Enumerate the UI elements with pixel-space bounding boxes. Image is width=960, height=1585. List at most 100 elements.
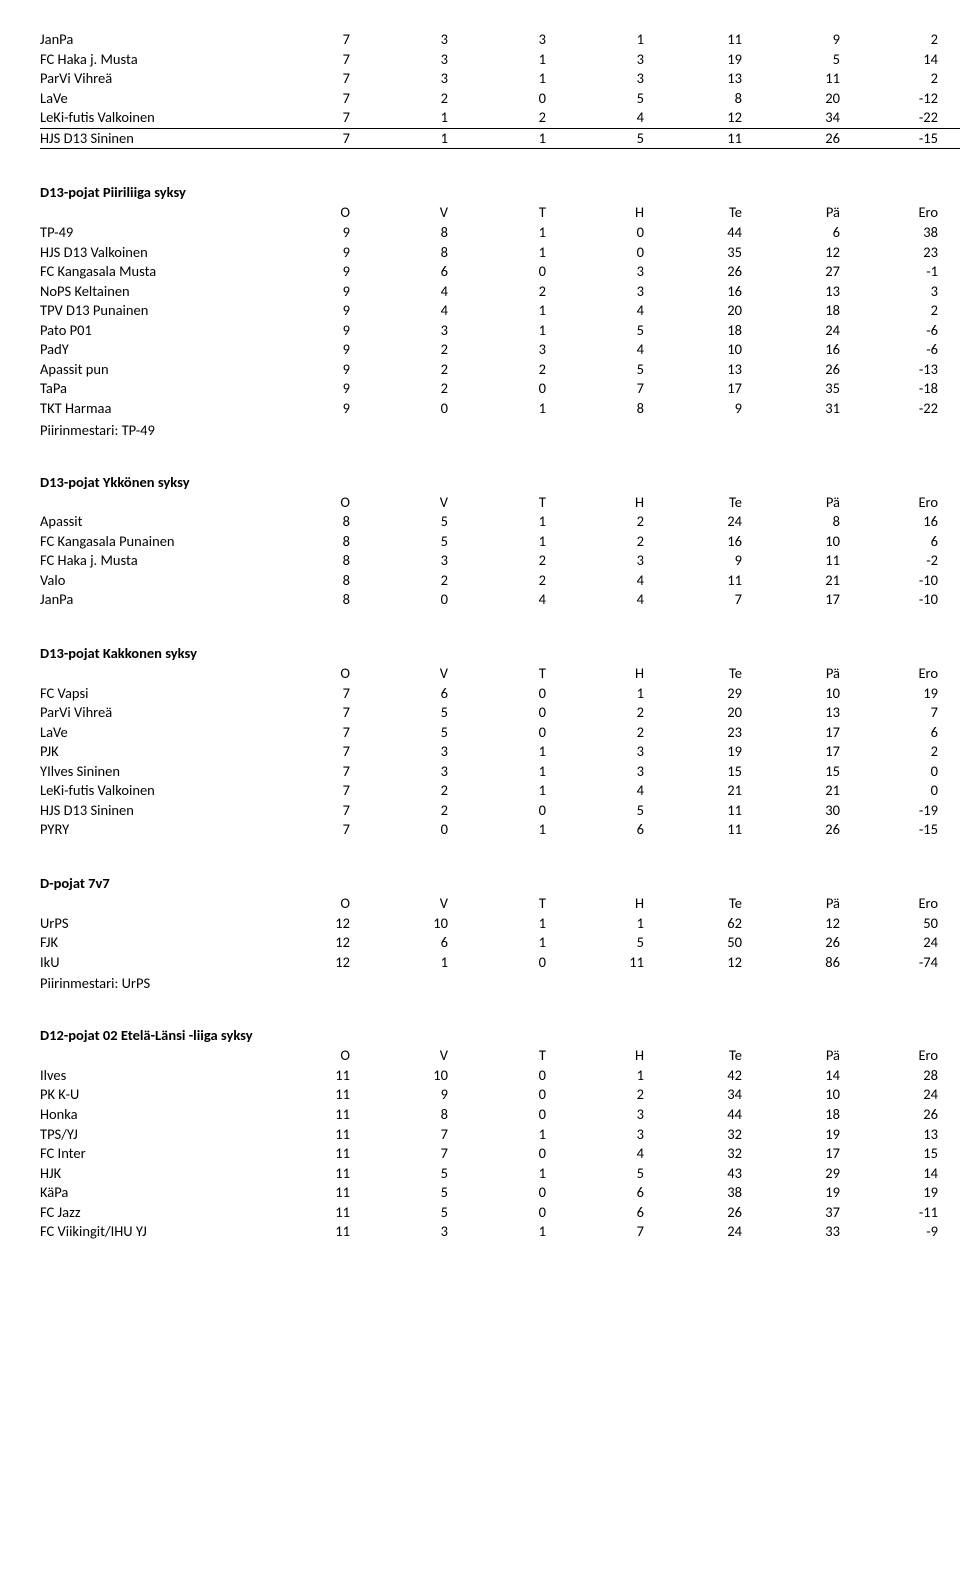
value-cell: 0 (466, 1066, 564, 1086)
value-cell: 3 (564, 262, 662, 282)
value-cell: 9 (270, 360, 368, 380)
header-cell: H (564, 894, 662, 914)
table-row: Valo82241121-108 (40, 571, 960, 591)
section-title: D12-pojat 02 Etelä-Länsi -liiga syksy (40, 1026, 920, 1044)
value-cell: -6 (858, 340, 956, 360)
header-cell: O (270, 493, 368, 513)
value-cell: 6 (564, 1203, 662, 1223)
value-cell: 7 (270, 801, 368, 821)
value-cell: 5 (368, 1164, 466, 1184)
value-cell: 7 (270, 89, 368, 109)
value-cell: 10 (956, 321, 960, 341)
value-cell: 38 (858, 223, 956, 243)
value-cell: 12 (270, 914, 368, 934)
value-cell: 9 (270, 301, 368, 321)
value-cell: 8 (956, 571, 960, 591)
value-cell: 5 (760, 50, 858, 70)
value-cell: 15 (858, 1144, 956, 1164)
header-cell: Te (662, 894, 760, 914)
value-cell: 1 (564, 684, 662, 704)
value-cell: 6 (368, 262, 466, 282)
section-title: D-pojat 7v7 (40, 874, 920, 892)
value-cell: 3 (564, 742, 662, 762)
table-row: LeKi-futis Valkoinen71241234-225 (40, 108, 960, 128)
value-cell: 10 (662, 340, 760, 360)
team-cell: PK K-U (40, 1085, 270, 1105)
table-row: FC Kangasala Musta96032627-118 (40, 262, 960, 282)
value-cell: 18 (662, 321, 760, 341)
value-cell: 27 (956, 1085, 960, 1105)
value-cell: 10 (760, 532, 858, 552)
value-cell: 7 (270, 781, 368, 801)
value-cell: 6 (760, 223, 858, 243)
team-cell: Pato P01 (40, 321, 270, 341)
value-cell: 4 (466, 590, 564, 610)
value-cell: 2 (858, 301, 956, 321)
value-cell: 2 (466, 551, 564, 571)
header-blank (40, 493, 270, 513)
value-cell: 1 (466, 781, 564, 801)
value-cell: 21 (760, 571, 858, 591)
value-cell: 2 (564, 723, 662, 743)
value-cell: 24 (662, 1222, 760, 1242)
value-cell: -10 (858, 590, 956, 610)
value-cell: 32 (662, 1144, 760, 1164)
team-cell: ParVi Vihreä (40, 703, 270, 723)
value-cell: 11 (662, 820, 760, 840)
header-cell: T (466, 493, 564, 513)
value-cell: 14 (858, 50, 956, 70)
value-cell: -13 (858, 360, 956, 380)
table-row: HJK1151543291416 (40, 1164, 960, 1184)
value-cell: 4 (564, 571, 662, 591)
section-title: D13-pojat Kakkonen syksy (40, 644, 920, 662)
value-cell: 7 (270, 69, 368, 89)
value-cell: 7 (564, 379, 662, 399)
value-cell: 0 (466, 1183, 564, 1203)
value-cell: 24 (858, 1085, 956, 1105)
standings-table: OVTHTePäEroPUrPS12101162125031FJK1261550… (40, 894, 960, 972)
header-cell: Pä (760, 1046, 858, 1066)
team-cell: LeKi-futis Valkoinen (40, 108, 270, 128)
team-cell: Apassit pun (40, 360, 270, 380)
value-cell: 7 (956, 781, 960, 801)
value-cell: 3 (564, 50, 662, 70)
header-cell: Te (662, 203, 760, 223)
value-cell: 19 (662, 742, 760, 762)
value-cell: 3 (564, 282, 662, 302)
value-cell: 6 (564, 1183, 662, 1203)
value-cell: 5 (564, 801, 662, 821)
header-cell: Te (662, 664, 760, 684)
value-cell: 0 (466, 1085, 564, 1105)
value-cell: 24 (858, 933, 956, 953)
value-cell: 0 (466, 262, 564, 282)
value-cell: -11 (858, 1203, 956, 1223)
table-header-row: OVTHTePäEroP (40, 493, 960, 513)
value-cell: 9 (270, 321, 368, 341)
value-cell: 3 (564, 1125, 662, 1145)
value-cell: 5 (368, 1203, 466, 1223)
value-cell: 4 (564, 301, 662, 321)
value-cell: 10 (368, 914, 466, 934)
value-cell: 7 (270, 30, 368, 50)
value-cell: 1 (466, 512, 564, 532)
value-cell: 9 (270, 340, 368, 360)
value-cell: 31 (760, 399, 858, 419)
header-cell: H (564, 493, 662, 513)
table-row: KäPa1150638191915 (40, 1183, 960, 1203)
header-cell: Ero (858, 203, 956, 223)
value-cell: 4 (564, 1144, 662, 1164)
value-cell: 7 (662, 590, 760, 610)
value-cell: 10 (368, 1066, 466, 1086)
standings-table: JanPa7331119212FC Haka j. Musta731319514… (40, 30, 960, 149)
value-cell: 8 (270, 571, 368, 591)
table-row: JanPa8044717-104 (40, 590, 960, 610)
value-cell: 10 (956, 1222, 960, 1242)
value-cell: 8 (270, 590, 368, 610)
value-cell: 35 (760, 379, 858, 399)
standings-section: D13-pojat Kakkonen syksyOVTHTePäEroPFC V… (40, 644, 920, 840)
value-cell: 5 (956, 108, 960, 128)
table-row: FC Jazz115062637-1115 (40, 1203, 960, 1223)
value-cell: 38 (662, 1183, 760, 1203)
value-cell: 0 (466, 684, 564, 704)
value-cell: 16 (662, 282, 760, 302)
